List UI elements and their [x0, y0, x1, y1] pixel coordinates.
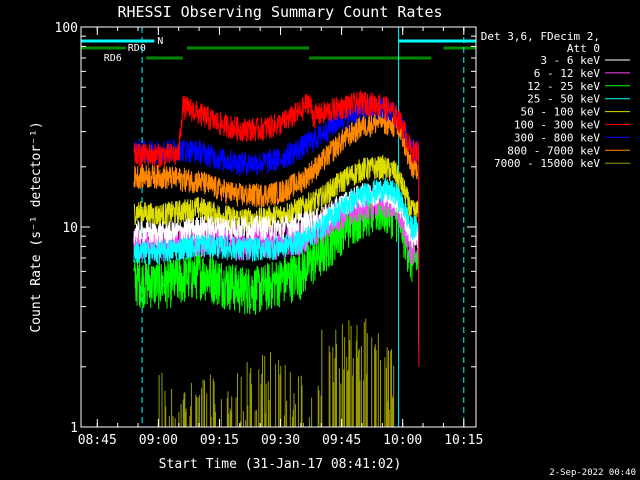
- x-tick-label-0: 08:45: [78, 433, 117, 448]
- series-trace-7: [133, 110, 420, 367]
- legend-label-3: 25 - 50 keV: [527, 93, 600, 106]
- series-lines: [133, 89, 420, 427]
- legend-label-2: 12 - 25 keV: [527, 80, 600, 93]
- legend-label-7: 800 - 7000 keV: [507, 144, 600, 157]
- x-axis-label: Start Time (31-Jan-17 08:41:02): [159, 457, 402, 472]
- x-tick-label-4: 09:45: [322, 433, 361, 448]
- legend-label-6: 300 - 800 keV: [514, 131, 600, 144]
- state-label-rd0: RD0: [128, 43, 146, 54]
- series-trace-4: [133, 154, 420, 367]
- legend-label-5: 100 - 300 keV: [514, 119, 600, 132]
- x-tick-label-1: 09:00: [139, 433, 178, 448]
- state-label-rd6: RD6: [104, 53, 122, 64]
- series-trace-8: [158, 318, 395, 427]
- series-trace-5: [133, 89, 420, 367]
- chart-title: RHESSI Observing Summary Count Rates: [117, 3, 442, 21]
- y-axis-label: Count Rate (s⁻¹ detector⁻¹): [29, 121, 44, 332]
- axis-ticks: 08:45 09:00 09:15 09:30 09:45 10:00 10:15 1 10 10…: [55, 21, 484, 448]
- state-bars: N RD0 RD6: [81, 36, 476, 64]
- footer-date: 2-Sep-2022 00:40: [549, 468, 636, 478]
- x-tick-label-5: 10:00: [383, 433, 422, 448]
- legend-label-8: 7000 - 15000 keV: [494, 157, 600, 170]
- legend-header-line1: Det 3,6, FDecim 2,: [481, 30, 600, 43]
- legend-label-1: 6 - 12 keV: [534, 67, 601, 80]
- y-tick-label-0: 1: [70, 421, 78, 436]
- legend-label-0: 3 - 6 keV: [540, 54, 600, 67]
- x-tick-label-3: 09:30: [261, 433, 300, 448]
- series-trace-6: [133, 96, 420, 367]
- series-trace-3: [133, 178, 420, 367]
- state-label-n: N: [157, 36, 163, 47]
- y-tick-label-1: 10: [62, 221, 78, 236]
- legend-label-4: 50 - 100 keV: [521, 106, 601, 119]
- x-tick-label-6: 10:15: [444, 433, 483, 448]
- legend-header-line2: Att 0: [567, 42, 600, 55]
- y-tick-label-2: 100: [55, 21, 78, 36]
- x-tick-label-2: 09:15: [200, 433, 239, 448]
